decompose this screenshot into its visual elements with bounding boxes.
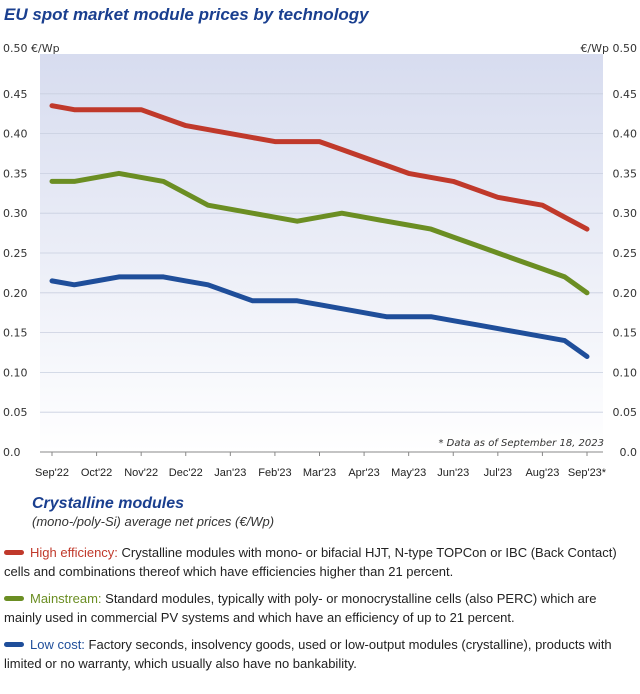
legend-swatch <box>4 550 24 556</box>
y-axis-unit-right: €/Wp 0.50 <box>580 42 637 55</box>
legend-item: High efficiency: Crystalline modules wit… <box>4 543 634 581</box>
legend-item-name: High efficiency: <box>30 545 118 560</box>
y-tick-label-right: 0.0 <box>620 446 638 459</box>
legend-item-description: Standard modules, typically with poly- o… <box>4 591 597 625</box>
y-tick-label-left: 0.0 <box>3 446 21 459</box>
legend-swatch <box>4 642 24 648</box>
y-tick-label-left: 0.40 <box>3 128 28 141</box>
legend-title: Crystalline modules <box>32 495 185 512</box>
series-line-mainstream <box>49 170 590 296</box>
x-tick-label: Feb'23 <box>258 467 291 479</box>
x-tick-label: Jan'23 <box>214 467 246 479</box>
legend: Crystalline modules (mono-/poly-Si) aver… <box>4 495 634 673</box>
x-tick-label: Dec'22 <box>169 467 203 479</box>
y-tick-label-left: 0.10 <box>3 366 28 379</box>
y-tick-label-left: 0.20 <box>3 287 28 300</box>
legend-subtitle: (mono-/poly-Si) average net prices (€/Wp… <box>32 514 275 529</box>
y-tick-label-right: 0.45 <box>613 88 638 101</box>
y-tick-label-left: 0.15 <box>3 327 28 340</box>
grid-lines <box>40 93 603 453</box>
y-tick-label-right: 0.10 <box>613 366 638 379</box>
legend-item: Mainstream: Standard modules, typically … <box>4 589 634 627</box>
y-tick-label-left: 0.25 <box>3 247 28 260</box>
x-tick-label: May'23 <box>391 467 426 479</box>
y-tick-label-right: 0.25 <box>613 247 638 260</box>
y-tick-label-left: 0.35 <box>3 167 28 180</box>
x-tick-label: Oct'22 <box>81 467 112 479</box>
legend-item-name: Mainstream: <box>30 591 102 606</box>
axis-labels: 0.0 0.0 0.05 0.05 0.10 0.10 0.15 0.15 0.20 0.20 0.… <box>3 88 637 479</box>
y-tick-label-right: 0.20 <box>613 287 638 300</box>
x-tick-label: Sep'23* <box>568 467 607 479</box>
y-tick-label-right: 0.15 <box>613 327 638 340</box>
y-tick-label-right: 0.35 <box>613 167 638 180</box>
y-tick-label-left: 0.30 <box>3 207 28 220</box>
y-tick-label-left: 0.05 <box>3 406 28 419</box>
legend-item: Low cost: Factory seconds, insolvency go… <box>4 635 634 673</box>
y-tick-label-right: 0.30 <box>613 207 638 220</box>
series-line-high-efficiency <box>49 103 590 232</box>
x-tick-label: Apr'23 <box>348 467 379 479</box>
y-tick-label-right: 0.40 <box>613 128 638 141</box>
legend-item-name: Low cost: <box>30 637 85 652</box>
x-tick-label: Aug'23 <box>525 467 559 479</box>
y-tick-label-left: 0.45 <box>3 88 28 101</box>
legend-item-description: Crystalline modules with mono- or bifaci… <box>4 545 617 579</box>
x-tick-label: Jun'23 <box>437 467 469 479</box>
x-tick-label: Nov'22 <box>124 467 158 479</box>
x-tick-label: Sep'22 <box>35 467 69 479</box>
line-chart: 0.0 0.0 0.05 0.05 0.10 0.10 0.15 0.15 0.20 0.20 0.… <box>3 42 637 479</box>
legend-item-description: Factory seconds, insolvency goods, used … <box>4 637 612 671</box>
data-note: * Data as of September 18, 2023 <box>438 438 604 449</box>
series-lines <box>49 103 590 359</box>
x-tick-label: Mar'23 <box>303 467 336 479</box>
chart-title: EU spot market module prices by technolo… <box>4 5 369 24</box>
y-tick-label-right: 0.05 <box>613 406 638 419</box>
legend-items: High efficiency: Crystalline modules wit… <box>4 543 634 673</box>
legend-swatch <box>4 596 24 602</box>
series-line-low-cost <box>49 274 590 359</box>
y-axis-unit-left: 0.50 €/Wp <box>3 42 60 55</box>
x-tick-label: Jul'23 <box>484 467 512 479</box>
